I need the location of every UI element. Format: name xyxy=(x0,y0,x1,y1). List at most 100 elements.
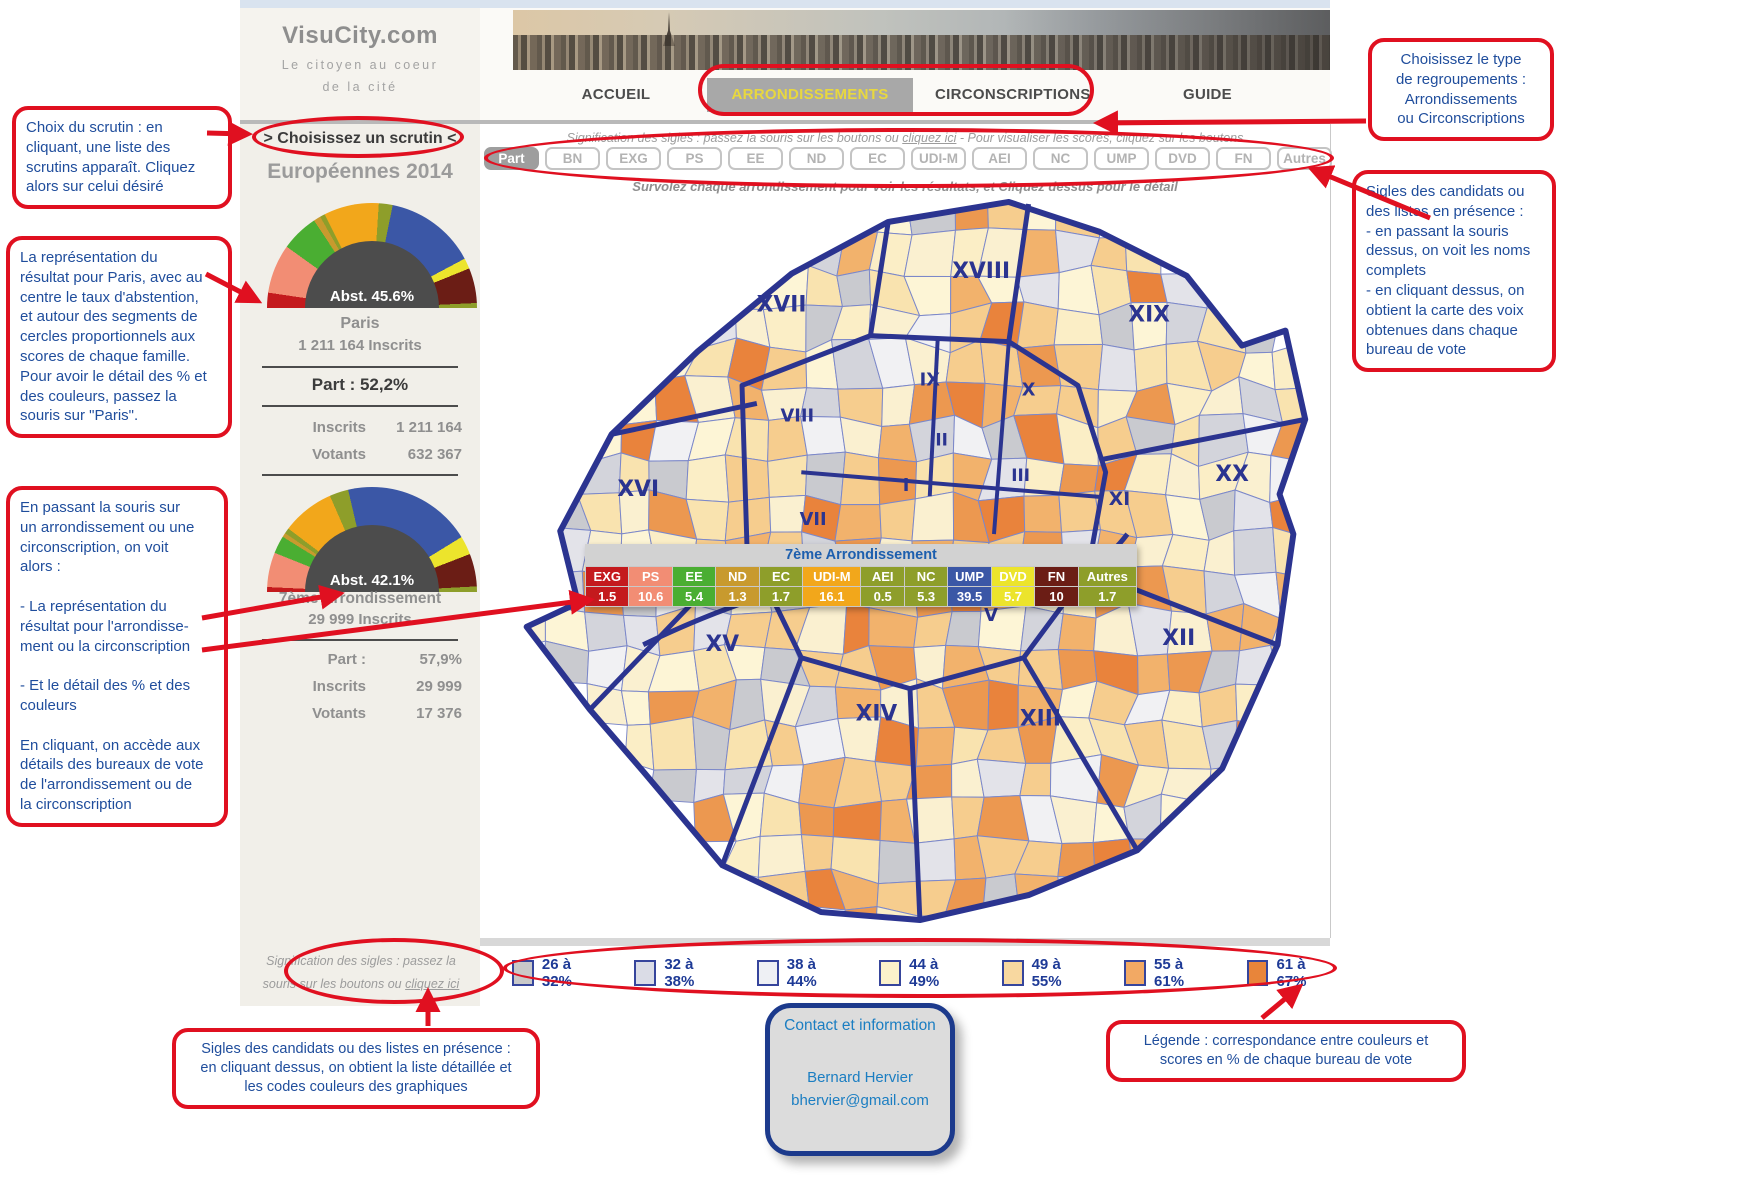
map-label-i[interactable]: I xyxy=(903,475,910,496)
legend-label: 26 à 32% xyxy=(541,956,572,990)
legend-item: 49 à 55% xyxy=(1001,956,1083,990)
map-label-iii[interactable]: III xyxy=(1011,465,1030,485)
tooltip-party-udi-m: UDI-M 16.1 xyxy=(803,567,861,606)
tab-accueil[interactable]: ACCUEIL xyxy=(581,86,651,103)
party-button-autres[interactable]: Autres xyxy=(1277,147,1332,170)
sigles-hint: Signification des sigles : passez la sou… xyxy=(480,131,1330,145)
tab-guide[interactable]: GUIDE xyxy=(1182,86,1232,103)
tooltip-party-nc: NC 5.3 xyxy=(904,567,948,606)
legend-swatch xyxy=(1001,960,1024,986)
legend-label: 32 à 38% xyxy=(664,956,695,990)
tooltip-party-fn: FN 10 xyxy=(1035,567,1078,606)
map-label-viii[interactable]: VIII xyxy=(781,405,815,426)
tab-circonscriptions[interactable]: CIRCONSCRIPTIONS xyxy=(935,86,1091,103)
map-bottom-strip xyxy=(480,938,1330,946)
annotation-paris-donut: La représentation du résultat pour Paris… xyxy=(6,236,232,439)
tooltip-party-ee: EE 5.4 xyxy=(672,567,716,606)
paris-stats: Inscrits 1 211 164 Votants 632 367 xyxy=(278,414,462,468)
party-button-aei[interactable]: AEI xyxy=(972,147,1027,170)
annotation-sigles-right: Sigles des candidats ou des listes en pr… xyxy=(1352,170,1556,373)
divider xyxy=(262,639,458,641)
map-label-xx[interactable]: XX xyxy=(1215,462,1249,487)
stat-row: Votants 632 367 xyxy=(312,446,462,463)
top-accent-bar xyxy=(240,0,1330,8)
tooltip-party-dvd: DVD 5.7 xyxy=(991,567,1035,606)
map-label-xiv[interactable]: XIV xyxy=(856,701,898,726)
party-button-ee[interactable]: EE xyxy=(728,147,783,170)
party-button-bn[interactable]: BN xyxy=(545,147,600,170)
divider xyxy=(262,474,458,476)
sigles-hint-post: - Pour visualiser les scores, cliquez su… xyxy=(956,131,1244,145)
legend-swatch xyxy=(634,960,657,986)
map-legend: 26 à 32% 32 à 38% 38 à 44% 44 à 49% 49 à 55%… xyxy=(512,956,1328,990)
annotation-sigles-bottom: Sigles des candidats ou des listes en pr… xyxy=(172,1028,540,1110)
legend-item: 55 à 61% xyxy=(1124,956,1205,990)
stat-row: Part :57,9% xyxy=(327,651,462,668)
header-divider xyxy=(240,120,1330,124)
site-logo[interactable]: VisuCity.com xyxy=(282,22,438,49)
contact-email[interactable]: bhervier@gmail.com xyxy=(791,1092,929,1109)
party-button-udi-m[interactable]: UDI-M xyxy=(911,147,966,170)
tooltip-party-nd: ND 1.3 xyxy=(716,567,759,606)
logo-panel: VisuCity.com Le citoyen au coeur de la c… xyxy=(240,8,480,120)
paris-name[interactable]: Paris xyxy=(340,315,380,332)
annotation-hover-detail: En passant la souris sur un arrondisseme… xyxy=(6,486,228,827)
paris-inscrits-line: 1 211 164 Inscrits xyxy=(298,337,422,354)
party-button-nd[interactable]: ND xyxy=(789,147,844,170)
map-label-xvi[interactable]: XVI xyxy=(617,477,659,502)
site-tagline-line2: de la cité xyxy=(322,80,398,94)
party-button-ec[interactable]: EC xyxy=(850,147,905,170)
party-button-fn[interactable]: FN xyxy=(1216,147,1271,170)
party-button-part[interactable]: Part xyxy=(484,147,539,170)
party-button-ps[interactable]: PS xyxy=(667,147,722,170)
map-label-v[interactable]: V xyxy=(984,605,998,626)
annotation-grouping: Choisissez le type de regroupements : Ar… xyxy=(1368,38,1554,142)
annotation-legend-note: Légende : correspondance entre couleurs … xyxy=(1106,1020,1466,1083)
legend-swatch xyxy=(879,960,902,986)
contact-name: Bernard Hervier xyxy=(807,1069,913,1086)
contact-title: Contact et information xyxy=(784,1017,936,1034)
arrondissement-inscrits-line: 29 999 Inscrits xyxy=(308,611,412,628)
stat-row: Inscrits 1 211 164 xyxy=(312,419,462,436)
map-label-xvii[interactable]: XVII xyxy=(757,293,807,318)
legend-item: 32 à 38% xyxy=(634,956,715,990)
legend-swatch xyxy=(1246,960,1269,986)
legend-label: 55 à 61% xyxy=(1154,956,1185,990)
map-label-xiii[interactable]: XIII xyxy=(1020,706,1061,731)
party-button-ump[interactable]: UMP xyxy=(1094,147,1149,170)
legend-label: 49 à 55% xyxy=(1031,956,1062,990)
map-label-ii[interactable]: II xyxy=(935,429,947,449)
election-title: Européennes 2014 xyxy=(267,160,453,183)
legend-item: 26 à 32% xyxy=(512,956,593,990)
party-button-exg[interactable]: EXG xyxy=(606,147,661,170)
paris-donut-chart[interactable]: Abst. 45.6% xyxy=(267,203,477,308)
map-label-xi[interactable]: XI xyxy=(1109,488,1130,510)
map-label-vii[interactable]: VII xyxy=(800,509,827,530)
map-label-ix[interactable]: IX xyxy=(920,369,941,390)
legend-swatch xyxy=(512,960,534,986)
annotation-scrutin: Choix du scrutin : en cliquant, une list… xyxy=(12,106,232,210)
map-tooltip: 7ème Arrondissement EXG 1.5 PS 10.6 EE 5.4 ND 1… xyxy=(585,544,1137,607)
scrutin-selector[interactable]: > Choisissez un scrutin < xyxy=(263,130,457,147)
map-label-x[interactable]: X xyxy=(1022,379,1036,400)
map-label-xii[interactable]: XII xyxy=(1162,626,1195,651)
arrondissement-donut-chart[interactable]: Abst. 42.1% xyxy=(267,487,477,592)
cliquez-ici-link[interactable]: cliquez ici xyxy=(902,131,957,145)
footnote-cliquez-ici-link[interactable]: cliquez ici xyxy=(405,976,460,991)
party-button-dvd[interactable]: DVD xyxy=(1155,147,1210,170)
legend-item: 38 à 44% xyxy=(756,956,838,990)
tab-arrondissements[interactable]: ARRONDISSEMENTS xyxy=(707,78,913,112)
map-label-xix[interactable]: XIX xyxy=(1128,303,1170,328)
legend-label: 61 à 67% xyxy=(1276,956,1307,990)
stat-row: Inscrits 29 999 xyxy=(312,678,462,695)
tooltip-title: 7ème Arrondissement xyxy=(585,544,1137,566)
tooltip-party-ump: UMP 39.5 xyxy=(948,567,991,606)
legend-item: 61 à 67% xyxy=(1246,956,1328,990)
site-tagline-line1: Le citoyen au coeur xyxy=(281,58,439,72)
map-label-xv[interactable]: XV xyxy=(705,632,739,657)
divider xyxy=(262,405,458,407)
legend-item: 44 à 49% xyxy=(879,956,960,990)
map-label-xviii[interactable]: XVIII xyxy=(952,259,1010,284)
party-button-nc[interactable]: NC xyxy=(1033,147,1088,170)
